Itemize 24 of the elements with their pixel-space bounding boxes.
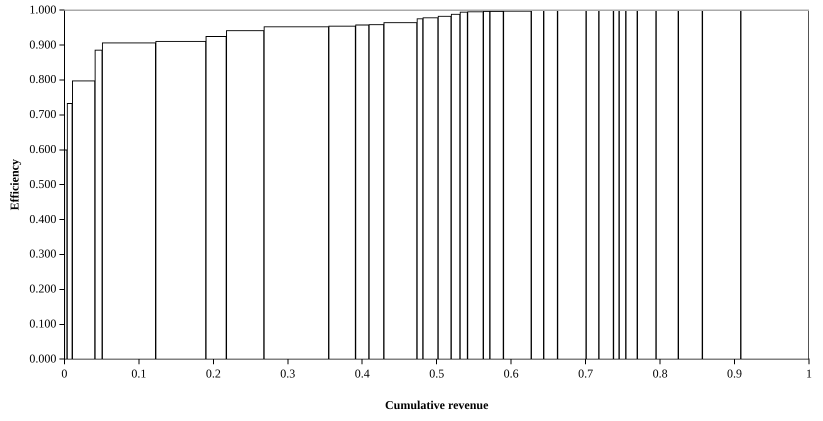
y-tick-label: 0.100: [29, 316, 56, 330]
x-tick-label: 0: [61, 366, 68, 381]
y-tick-label: 0.000: [29, 351, 56, 366]
x-tick-label: 0.6: [504, 366, 519, 381]
y-tick-label: 0.800: [29, 72, 56, 86]
x-tick-label: 1: [806, 366, 812, 381]
y-axis-title: Efficiency: [7, 159, 22, 210]
x-tick-label: 0.5: [429, 366, 444, 381]
x-tick-label: 0.7: [578, 366, 594, 381]
y-tick-label: 0.700: [29, 107, 56, 122]
x-tick-label: 0.1: [131, 366, 146, 381]
y-tick-label: 0.300: [29, 246, 56, 261]
y-tick-label: 0.900: [29, 37, 56, 52]
x-tick-label: 0.4: [354, 366, 370, 381]
x-tick-label: 0.9: [727, 366, 742, 381]
y-tick-label: 0.600: [29, 142, 56, 156]
y-tick-label: 0.200: [29, 282, 56, 296]
x-tick-label: 0.2: [206, 366, 221, 381]
y-tick-label: 0.500: [29, 176, 56, 191]
y-tick-label: 0.400: [29, 212, 56, 226]
y-tick-label: 1.000: [29, 2, 56, 16]
x-tick-label: 0.3: [280, 366, 296, 381]
x-axis-title: Cumulative revenue: [384, 398, 490, 412]
x-tick-label: 0.8: [652, 366, 668, 381]
